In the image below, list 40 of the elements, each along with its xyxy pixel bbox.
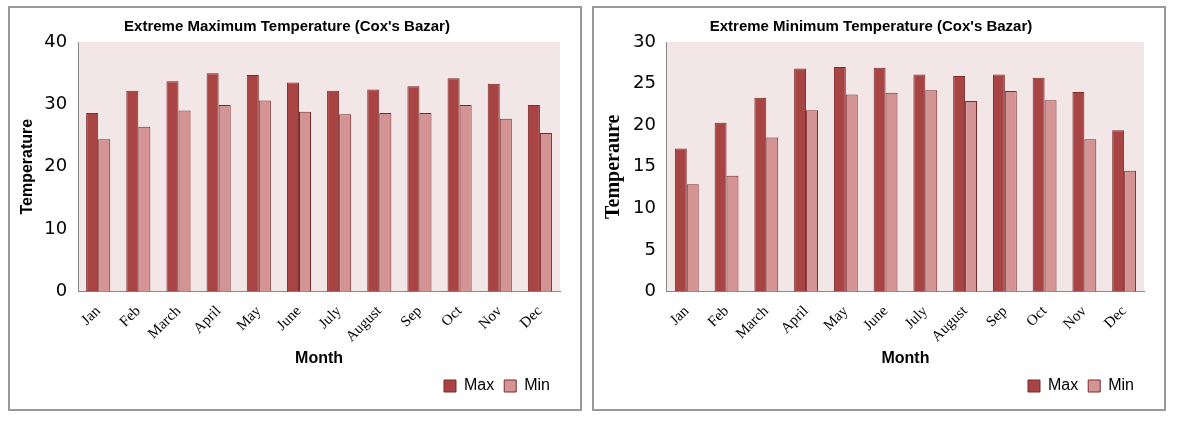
y-tick-label: 30 — [44, 92, 68, 114]
chart-title: Extreme Minimum Temperature (Cox's Bazar) — [709, 17, 1033, 35]
x-tick-label: May — [819, 302, 852, 334]
x-tick-label: July — [901, 302, 931, 332]
x-tick-label: Sep — [397, 302, 425, 330]
x-tick-label: Nov — [475, 302, 506, 332]
x-tick-label: Jan — [77, 302, 104, 328]
x-tick-label: May — [232, 302, 265, 334]
x-tick-label: Oct — [1022, 301, 1051, 330]
y-axis-title: Temperaure — [601, 114, 625, 219]
legend-label: Min — [524, 376, 550, 394]
y-tick-label: 15 — [633, 154, 656, 176]
y-axis-title: Temperature — [18, 118, 36, 215]
x-axis-title: Month — [881, 348, 930, 366]
x-axis-title: Month — [295, 348, 344, 366]
x-tick-label: Dec — [516, 302, 546, 331]
x-tick-label: July — [315, 302, 345, 332]
legend-label: Max — [463, 376, 495, 394]
y-tick-label: 30 — [633, 29, 656, 51]
x-tick-label: Dec — [1100, 302, 1130, 331]
legend-label: Max — [1047, 376, 1079, 394]
x-tick-label: Jan — [666, 302, 693, 328]
x-tick-label: June — [859, 302, 891, 334]
y-tick-label: 20 — [44, 154, 68, 176]
y-tick-label: 10 — [44, 216, 68, 238]
x-tick-label: Oct — [437, 301, 466, 330]
x-tick-label: Feb — [116, 302, 144, 330]
y-tick-label: 10 — [633, 195, 656, 217]
y-tick-label: 5 — [644, 237, 656, 259]
x-tick-label: Feb — [704, 302, 732, 330]
x-tick-label: Nov — [1059, 302, 1090, 332]
legend-label: Min — [1108, 376, 1134, 394]
chart-title: Extreme Maximum Temperature (Cox's Bazar) — [124, 17, 450, 35]
y-tick-label: 40 — [44, 29, 68, 51]
x-tick-label: Sep — [982, 302, 1010, 330]
y-tick-label: 20 — [633, 112, 656, 134]
y-tick-label: 0 — [55, 279, 68, 301]
x-tick-label: June — [273, 302, 305, 334]
y-tick-label: 0 — [644, 279, 656, 301]
y-tick-label: 25 — [633, 71, 656, 93]
